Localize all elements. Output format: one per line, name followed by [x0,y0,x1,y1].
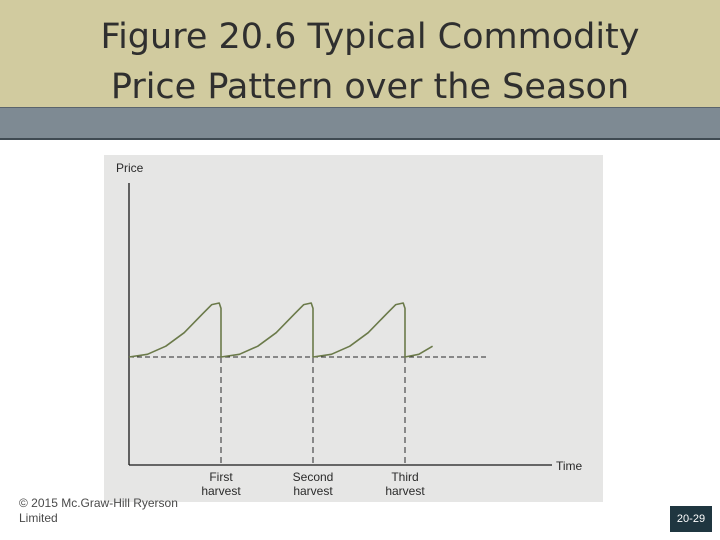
copyright-text: © 2015 Mc.Graw-Hill Ryerson Limited [19,496,178,525]
x-tick-label: harvest [201,484,241,498]
price-curve-line [128,302,434,358]
slide-title: Figure 20.6 Typical Commodity Price Patt… [100,17,640,107]
chart-labels: FirstharvestSecondharvestThirdharvestPri… [116,161,583,498]
chart-axes [128,183,552,466]
slide-number-badge: 20-29 [670,506,712,532]
x-tick-label: harvest [385,484,425,498]
x-tick-label: First [209,470,233,484]
x-tick-label: Second [293,470,334,484]
figure-panel: First harvest Second harvest Third harvest Pri… [104,155,603,502]
chart-guides [129,356,489,465]
title-band: Figure 20.6 Typical Commodity Price Patt… [0,0,720,108]
y-axis-label: Price [116,161,144,175]
x-tick-label: harvest [293,484,333,498]
chart-series-layer [128,302,434,358]
x-tick-label: Third [391,470,418,484]
title-accent-bar [0,107,720,140]
x-axis-label: Time [556,459,583,473]
price-pattern-chart: FirstharvestSecondharvestThirdharvestPri… [116,161,583,498]
